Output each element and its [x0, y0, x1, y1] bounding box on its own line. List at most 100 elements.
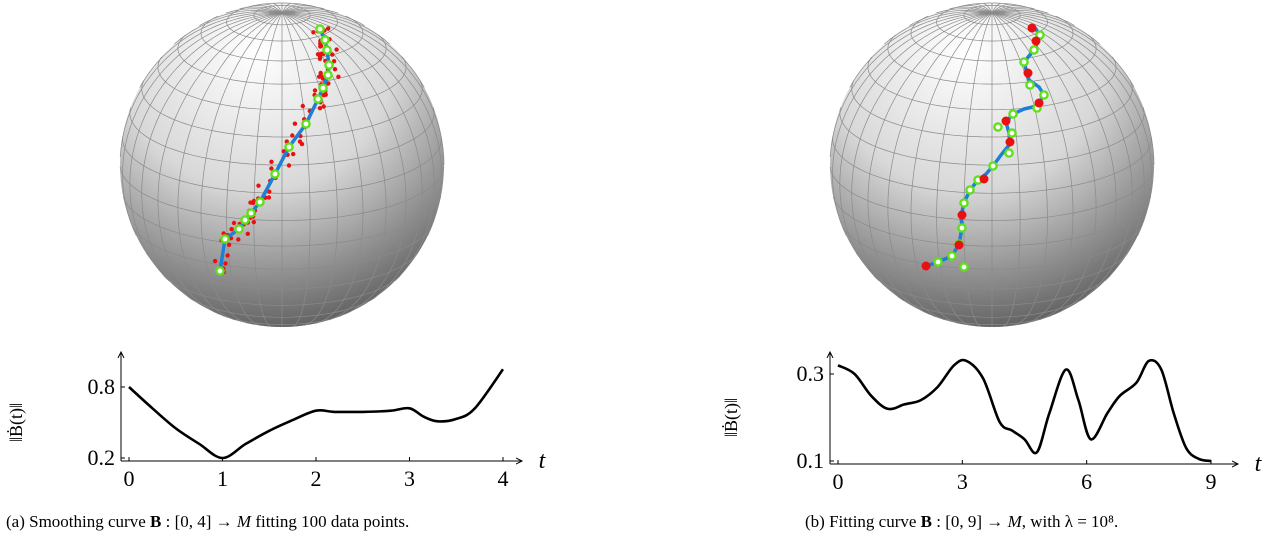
control-point	[234, 224, 244, 234]
sphere-grid-longitude	[991, 12, 1145, 282]
control-point	[988, 161, 998, 171]
control-point	[301, 119, 311, 129]
sphere-grid-longitude	[281, 12, 311, 328]
sphere-grid-longitude	[281, 3, 302, 14]
x-tick-label: 9	[1206, 469, 1217, 494]
sphere-grid-longitude	[157, 12, 283, 315]
data-point	[229, 227, 234, 232]
control-point	[1007, 128, 1017, 138]
caption-b: (b) Fitting curve B : [0, 9] → M, with λ…	[805, 512, 1118, 532]
sphere-grid-longitude	[991, 3, 1012, 14]
data-point	[330, 52, 335, 57]
data-point	[1031, 36, 1041, 46]
data-point	[297, 139, 303, 144]
data-point	[300, 103, 305, 109]
data-point	[332, 67, 338, 72]
sphere-grid-longitude	[832, 12, 993, 236]
data-point	[291, 151, 296, 157]
caption-b-symbol: B	[920, 512, 933, 531]
data-point	[286, 163, 292, 168]
sphere-grid-longitude	[972, 3, 993, 14]
data-point	[334, 47, 339, 52]
caption-b-manifold: M	[1007, 512, 1022, 531]
x-axis-label: t	[539, 448, 547, 474]
sphere-grid-longitude	[991, 12, 1152, 236]
control-point	[1029, 45, 1039, 55]
control-point	[1035, 30, 1045, 40]
sphere-grid-longitude	[262, 3, 283, 14]
data-point	[315, 52, 321, 57]
x-tick-label: 1	[217, 466, 228, 491]
sphere-b	[829, 2, 1155, 328]
sphere-grid-longitude	[829, 12, 993, 158]
data-point	[1023, 68, 1033, 78]
sphere-grid-longitude	[225, 8, 283, 14]
control-point	[323, 70, 333, 80]
data-point	[318, 70, 323, 76]
sphere-grid-longitude	[991, 12, 1074, 324]
data-point	[236, 237, 241, 242]
y-tick-label: 0.1	[797, 448, 825, 473]
sphere-grid-longitude	[991, 12, 1155, 166]
data-point	[957, 210, 967, 220]
control-point	[947, 251, 957, 261]
control-point	[1008, 109, 1018, 119]
sphere-grid-longitude	[226, 12, 283, 326]
caption-a-prefix: (a) Smoothing curve	[6, 512, 150, 531]
sphere-grid-longitude	[119, 12, 283, 158]
sphere-grid-longitude	[239, 6, 283, 14]
sphere-grid-longitude	[962, 5, 993, 14]
sphere-grid-longitude	[281, 12, 364, 324]
sphere-grid-longitude	[991, 11, 1100, 45]
sphere-grid-longitude	[281, 12, 407, 315]
sphere-grid-longitude	[887, 12, 993, 321]
data-point	[312, 88, 318, 93]
sphere-grid-longitude	[281, 8, 339, 14]
sphere-grid-longitude	[991, 10, 1075, 26]
control-point	[246, 208, 256, 218]
data-point	[1027, 23, 1037, 33]
sphere-grid-longitude	[281, 5, 312, 14]
sphere-grid-longitude	[910, 12, 993, 324]
sphere-grid-longitude	[281, 10, 365, 26]
control-point	[270, 169, 280, 179]
sphere-a-grid	[119, 2, 445, 328]
sphere-grid-longitude	[199, 10, 283, 26]
data-point	[290, 133, 295, 138]
control-point	[965, 185, 975, 195]
data-point	[1034, 98, 1044, 108]
data-point	[336, 74, 341, 80]
sphere-b-curve	[921, 23, 1049, 272]
y-tick-label: 0.3	[797, 361, 825, 386]
data-point	[225, 253, 230, 258]
sphere-grid-longitude	[991, 8, 1049, 14]
sphere-grid-longitude	[177, 12, 283, 321]
data-point	[269, 166, 274, 171]
sphere-grid-longitude	[849, 12, 993, 88]
sphere-a	[119, 2, 445, 328]
data-point	[245, 231, 250, 236]
sphere-grid-longitude	[281, 3, 291, 13]
y-axis-label: ‖Ḃ(t)‖	[721, 398, 742, 437]
x-tick-label: 3	[957, 469, 968, 494]
data-point	[212, 258, 218, 264]
control-point	[957, 223, 967, 233]
x-axis-label: t	[1255, 451, 1263, 477]
data-point	[317, 106, 323, 111]
sphere-grid-longitude	[200, 12, 283, 324]
data-point	[248, 200, 253, 205]
data-point	[266, 195, 272, 200]
caption-a-symbol: B	[150, 512, 162, 531]
data-point	[321, 104, 326, 109]
sphere-grid-longitude	[174, 11, 283, 45]
sphere-grid-longitude	[991, 6, 1035, 14]
data-point	[954, 240, 964, 250]
x-tick-label: 6	[1081, 469, 1092, 494]
sphere-grid-longitude	[867, 12, 993, 315]
sphere-grid-longitude	[141, 12, 283, 301]
sphere-grid-longitude	[991, 12, 1021, 328]
caption-a-suffix: fitting 100 data points.	[251, 512, 410, 531]
sphere-grid-longitude	[281, 12, 338, 326]
control-point	[215, 266, 225, 276]
caption-a-manifold: M	[236, 512, 252, 531]
